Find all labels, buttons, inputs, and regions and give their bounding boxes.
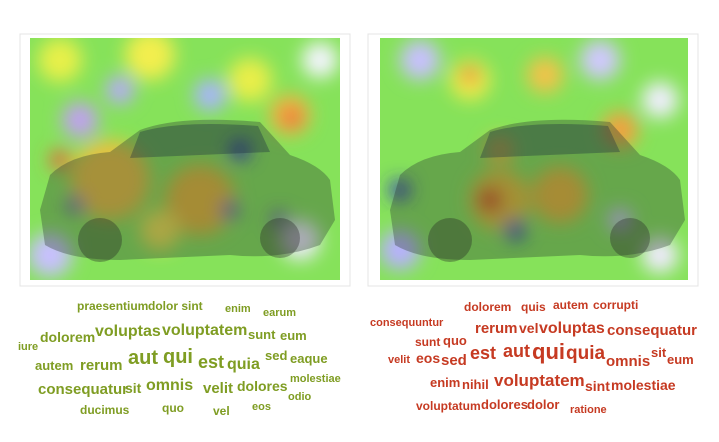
cloud-word: dolor sint — [148, 299, 203, 313]
cloud-word: aut — [128, 347, 158, 369]
cloud-word: autem — [35, 358, 73, 373]
cloud-word: sunt — [248, 327, 276, 342]
cloud-word: dolorem — [464, 300, 511, 314]
cloud-word: qui — [532, 339, 565, 364]
cloud-word: enim — [430, 375, 460, 390]
cloud-word: voluptatem — [494, 371, 585, 390]
cloud-word: est — [470, 343, 496, 363]
cloud-word: voluptas — [539, 320, 605, 337]
cloud-word: voluptas — [95, 323, 161, 340]
cloud-word: ducimus — [80, 403, 130, 417]
cloud-word: consequuntur — [370, 317, 444, 329]
cloud-word: eaque — [290, 351, 328, 366]
cloud-word: aut — [503, 341, 530, 361]
cloud-word: autem — [553, 298, 588, 312]
cloud-word: sint — [585, 378, 610, 394]
cloud-word: consequatur — [38, 381, 128, 398]
cloud-word: sed — [265, 348, 287, 363]
cloud-word: molestiae — [290, 373, 341, 385]
cloud-word: nihil — [462, 377, 489, 392]
cloud-word: sunt — [415, 335, 440, 349]
cloud-word: sed — [441, 352, 467, 369]
cloud-word: quis — [521, 300, 546, 314]
cloud-word: ratione — [570, 404, 607, 416]
cloud-word: enim — [225, 303, 251, 315]
cloud-word: eum — [667, 352, 694, 367]
cloud-word: praesentium — [77, 299, 148, 313]
cloud-word: odio — [288, 391, 311, 403]
cloud-word: iure — [18, 341, 38, 353]
cloud-word: omnis — [606, 353, 650, 370]
cloud-word: est — [198, 352, 224, 372]
cloud-word: vel — [213, 404, 230, 418]
cloud-word: velit — [388, 354, 410, 366]
cloud-word: sit — [125, 380, 142, 396]
cloud-word: omnis — [146, 377, 193, 394]
cloud-word: quia — [227, 356, 260, 373]
cloud-word: velit — [203, 380, 233, 397]
cloud-word: quo — [443, 333, 467, 348]
heatmap-left — [30, 38, 340, 280]
cloud-word: rerum — [80, 357, 123, 374]
cloud-word: consequatur — [607, 322, 697, 339]
cloud-word: dolorem — [40, 329, 95, 345]
cloud-word: corrupti — [593, 298, 638, 312]
panel-frame — [367, 33, 699, 287]
cloud-word: dolores — [481, 397, 528, 412]
cloud-word: dolores — [237, 378, 288, 394]
cloud-word: eum — [280, 328, 307, 343]
cloud-word: earum — [263, 307, 296, 319]
heatmap-right — [380, 38, 688, 280]
cloud-word: eos — [416, 350, 440, 366]
cloud-word: quia — [566, 343, 605, 364]
cloud-word: eos — [252, 401, 271, 413]
cloud-word: quo — [162, 401, 184, 415]
cloud-word: rerum — [475, 320, 518, 337]
cloud-word: sit — [651, 345, 667, 360]
cloud-word: molestiae — [611, 377, 676, 393]
cloud-word: voluptatum — [416, 399, 481, 413]
panel-frame — [19, 33, 351, 287]
cloud-word: qui — [163, 346, 193, 368]
cloud-word: vel — [519, 320, 538, 336]
cloud-word: voluptatem — [162, 322, 247, 339]
cloud-word: dolor — [527, 397, 560, 412]
